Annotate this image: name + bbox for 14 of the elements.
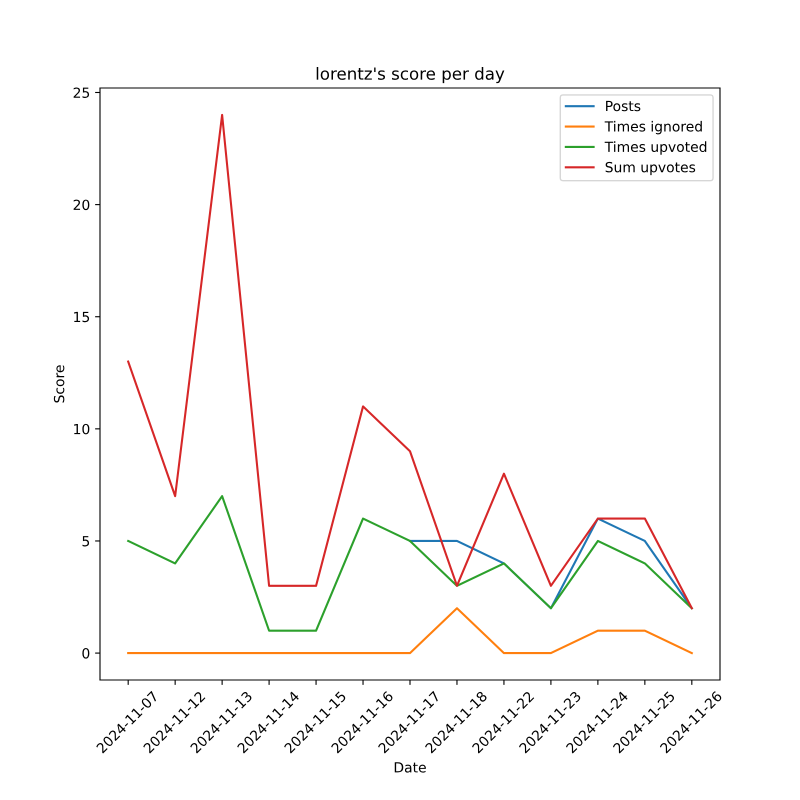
y-tick-label: 25 [74,87,90,98]
y-tick-label: 20 [74,200,90,210]
legend-label: Times upvoted [604,141,706,155]
x-axis-title: Date [394,762,426,773]
y-tick-label: 15 [74,312,90,322]
y-tick-label: 10 [74,424,90,434]
y-tick-label: 5 [82,536,90,546]
chart-title: lorentz's score per day [316,67,504,84]
line-series [127,495,693,632]
y-tick-label: 0 [82,648,90,659]
legend-label: Posts [606,100,640,112]
legend-label: Times ignored [604,120,702,134]
y-axis-title: Score [54,365,64,403]
legend-label: Sum upvotes [606,162,696,176]
